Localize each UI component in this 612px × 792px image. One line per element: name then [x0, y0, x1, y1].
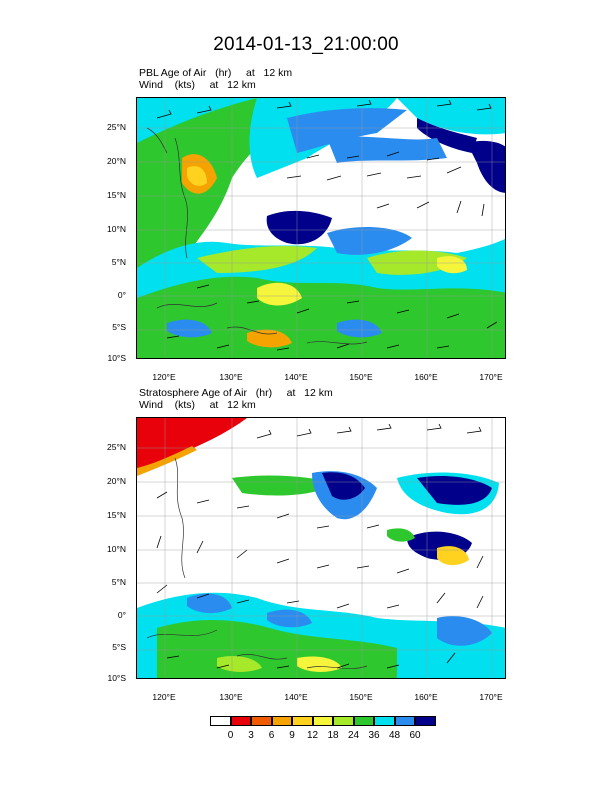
- lon-label: 150°E: [349, 372, 373, 382]
- colorbar-label: 3: [248, 730, 254, 741]
- lat-label: 10°S: [107, 673, 126, 683]
- lon-label: 130°E: [219, 372, 243, 382]
- colorbar-swatch: [353, 716, 374, 726]
- map-field-pbl: [137, 98, 505, 358]
- lat-label: 15°N: [107, 510, 126, 520]
- lat-label: 10°N: [107, 544, 126, 554]
- colorbar-swatch: [271, 716, 292, 726]
- lat-label: 5°N: [111, 577, 126, 587]
- map-field-stratosphere: [137, 418, 505, 678]
- colorbar-swatch: [251, 716, 272, 726]
- lon-label: 160°E: [414, 692, 438, 702]
- lon-label: 170°E: [479, 692, 503, 702]
- lat-label: 10°N: [107, 224, 126, 234]
- colorbar-label: 18: [327, 730, 339, 741]
- panel-2-title: Stratosphere Age of Air (hr) at 12 km Wi…: [139, 387, 333, 411]
- map-panel-pbl: [136, 97, 506, 359]
- colorbar-label: 60: [409, 730, 421, 741]
- colorbar-swatch: [415, 716, 436, 726]
- lat-label: 10°S: [107, 353, 126, 363]
- lon-label: 140°E: [284, 372, 308, 382]
- lon-label: 130°E: [219, 692, 243, 702]
- colorbar-label: 6: [268, 730, 275, 741]
- lon-label: 170°E: [479, 372, 503, 382]
- lon-label: 150°E: [349, 692, 373, 702]
- colorbar-swatch: [210, 716, 231, 726]
- lon-label: 140°E: [284, 692, 308, 702]
- lat-label: 5°S: [112, 642, 126, 652]
- colorbar-label: 36: [368, 730, 380, 741]
- colorbar-label: 24: [347, 730, 360, 741]
- lon-label: 120°E: [152, 372, 176, 382]
- lat-label: 5°N: [111, 257, 126, 267]
- colorbar-label: 48: [388, 730, 401, 741]
- lat-label: 25°N: [107, 122, 126, 132]
- panel-1-title-line2: Wind (kts) at 12 km: [139, 79, 256, 91]
- panel-2-title-line1: Stratosphere Age of Air (hr) at 12 km: [139, 387, 333, 399]
- lat-label: 25°N: [107, 442, 126, 452]
- lon-label: 120°E: [152, 692, 176, 702]
- panel-1-title: PBL Age of Air (hr) at 12 km Wind (kts) …: [139, 67, 292, 91]
- colorbar-label: 0: [227, 730, 234, 741]
- colorbar-swatch: [394, 716, 415, 726]
- lat-label: 15°N: [107, 190, 126, 200]
- lat-label: 5°S: [112, 322, 126, 332]
- colorbar-label: 12: [306, 730, 319, 741]
- colorbar-swatch: [230, 716, 251, 726]
- figure-title: 2014-01-13_21:00:00: [213, 34, 399, 55]
- lat-label: 0°: [117, 290, 126, 300]
- lat-label: 20°N: [107, 156, 126, 166]
- colorbar-swatch: [312, 716, 333, 726]
- colorbar-swatch: [374, 716, 395, 726]
- panel-1-title-line1: PBL Age of Air (hr) at 12 km: [139, 67, 293, 79]
- lat-label: 20°N: [107, 476, 126, 486]
- lat-label: 0°: [117, 610, 126, 620]
- colorbar-swatch: [292, 716, 313, 726]
- panel-2-title-line2: Wind (kts) at 12 km: [139, 399, 256, 411]
- colorbar-label: 9: [289, 730, 295, 741]
- map-panel-stratosphere: [136, 417, 506, 679]
- lon-label: 160°E: [414, 372, 438, 382]
- colorbar-swatch: [333, 716, 354, 726]
